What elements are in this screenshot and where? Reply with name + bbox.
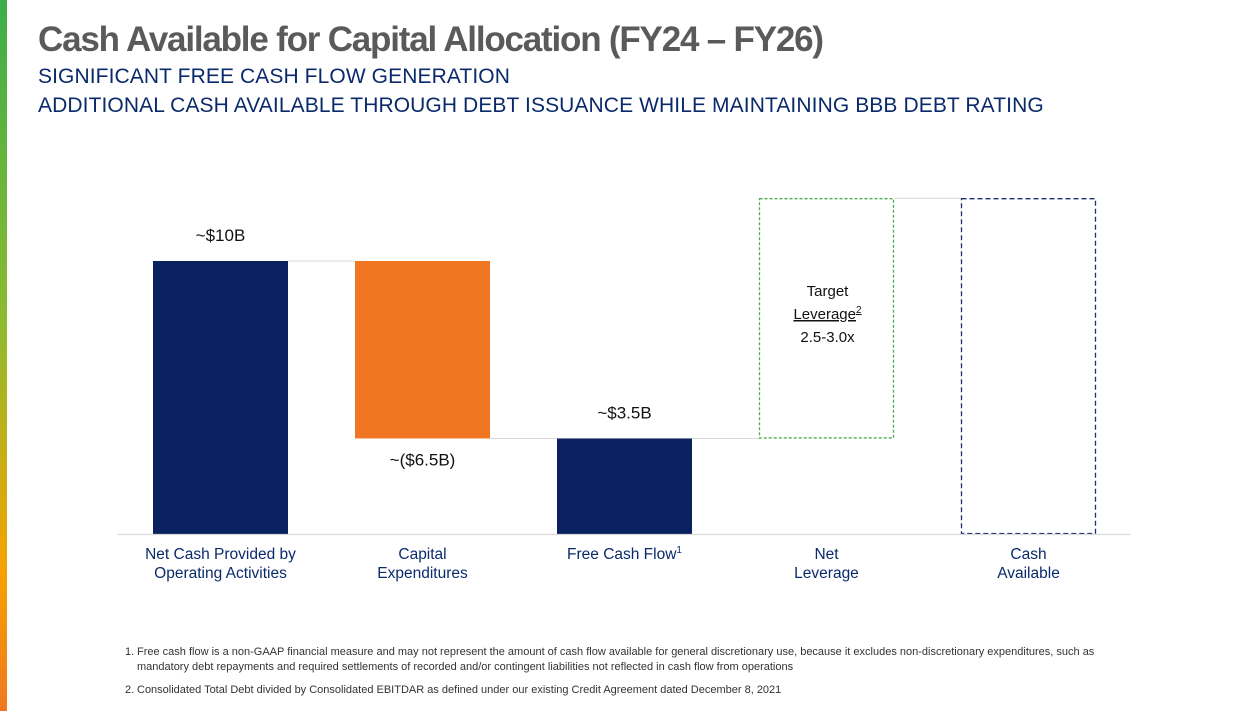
box-text-target: Target <box>807 283 850 300</box>
footnote-1-number: 1. <box>125 646 135 658</box>
category-label-free-cash-flow-line-1: Free Cash Flow1 <box>567 545 682 563</box>
category-label-cash-available-line-1: Cash <box>1010 546 1046 563</box>
category-label-capex-line-1: Capital <box>398 546 446 563</box>
footnote-2-text: Consolidated Total Debt divided by Conso… <box>137 684 782 696</box>
footnote-2-number: 2. <box>125 684 135 696</box>
bar-cash-available <box>960 198 1097 535</box>
category-label-operating-cash-line-1: Net Cash Provided by <box>145 546 296 563</box>
bar-net-leverage <box>758 198 895 439</box>
bar-capex <box>355 261 490 439</box>
category-label-cash-available-line-2: Available <box>997 565 1060 582</box>
category-label-net-leverage-line-1: Net <box>814 546 839 563</box>
subtitle-1: SIGNIFICANT FREE CASH FLOW GENERATION <box>38 65 510 88</box>
bar-operating-cash <box>153 261 288 534</box>
category-label-operating-cash-line-2: Operating Activities <box>154 565 287 582</box>
value-label-capex: ~($6.5B) <box>390 450 456 469</box>
value-label-free-cash-flow: ~$3.5B <box>597 403 651 422</box>
subtitle-2: ADDITIONAL CASH AVAILABLE THROUGH DEBT I… <box>38 94 1044 117</box>
footnote-1: 1. Free cash flow is a non-GAAP financia… <box>125 645 1125 675</box>
category-label-capex-line-2: Expenditures <box>377 565 468 582</box>
footnote-2: 2. Consolidated Total Debt divided by Co… <box>125 683 1125 698</box>
footnotes: 1. Free cash flow is a non-GAAP financia… <box>125 645 1125 706</box>
page-title: Cash Available for Capital Allocation (F… <box>38 20 824 59</box>
category-label-net-leverage-line-2: Leverage <box>794 565 859 582</box>
box-text-leverage: Leverage2 <box>793 305 862 323</box>
accent-bar <box>0 0 7 711</box>
bar-free-cash-flow <box>557 438 692 534</box>
footnote-1-text: Free cash flow is a non-GAAP financial m… <box>137 646 1095 673</box>
value-label-operating-cash: ~$10B <box>196 226 246 245</box>
box-text-range: 2.5-3.0x <box>800 329 855 346</box>
